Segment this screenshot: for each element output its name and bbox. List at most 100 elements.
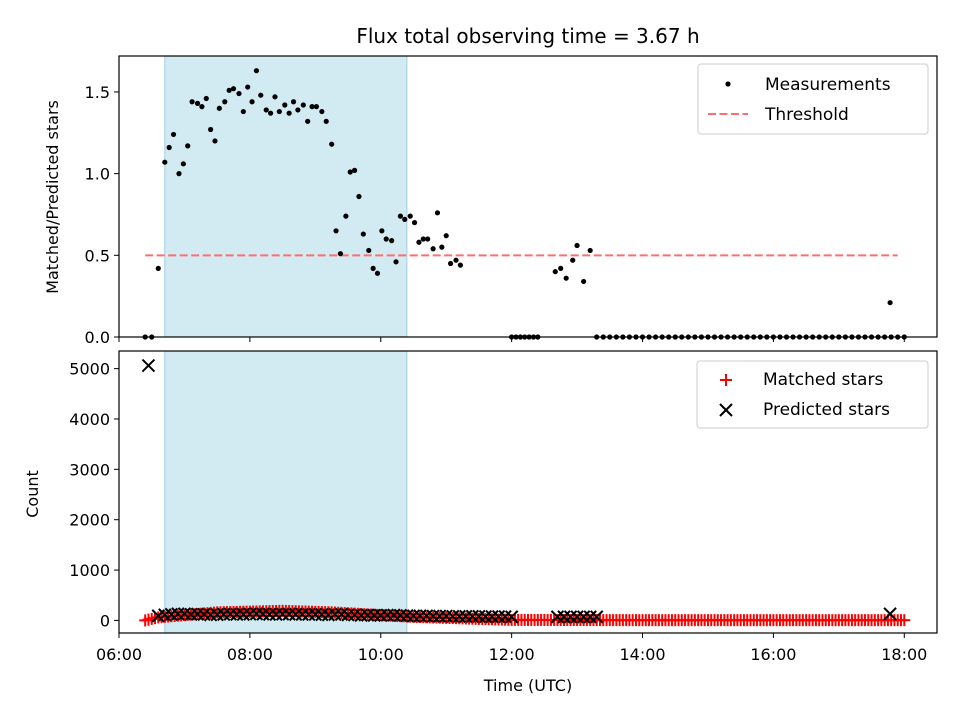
legend-matched-label: Matched stars [763, 370, 883, 390]
measurement-point [587, 247, 593, 254]
measurement-point [563, 275, 569, 281]
observing-span-top-rect [164, 55, 408, 338]
measurement-point [313, 104, 320, 110]
x-tick-label: 06:00 [96, 645, 142, 664]
top-y-ticks: 0.0 0.5 1.0 1.5 [85, 83, 119, 347]
predicted-star-point [262, 607, 277, 622]
predicted-star-point [491, 609, 506, 624]
measurement-point [258, 92, 264, 98]
measurement-point [212, 138, 218, 144]
predicted-star-point [485, 609, 499, 624]
measurement-point [268, 110, 274, 116]
measurement-point [379, 228, 385, 234]
measurement-point [347, 169, 353, 175]
measurement-point [203, 95, 209, 102]
legend-predicted-label: Predicted stars [763, 400, 890, 420]
predicted-star-point [563, 610, 578, 624]
bottom-y-tick-label: 2000 [69, 511, 110, 530]
predicted-star-point [570, 610, 584, 624]
bottom-y-tick-label: 3000 [69, 460, 110, 479]
measurement-point [329, 141, 335, 147]
measurement-point [407, 213, 413, 219]
measurement-point [245, 84, 251, 90]
measurement-point [393, 259, 399, 265]
measurement-point [333, 228, 339, 234]
measurement-point [581, 278, 587, 285]
top-y-tick-label: 0.0 [85, 328, 110, 347]
observing-span-bottom [164, 350, 408, 634]
measurement-point [397, 213, 403, 219]
predicted-star-point [452, 609, 466, 624]
measurement-point [176, 171, 182, 177]
measurement-point [295, 107, 301, 113]
bottom-y-tick-label: 0 [100, 611, 110, 630]
measurement-point [434, 210, 441, 216]
measurement-point [443, 233, 449, 239]
predicted-star-point [459, 609, 473, 624]
top-axes-frame [118, 55, 938, 338]
measurement-point [425, 236, 431, 242]
predicted-star-point [550, 610, 565, 624]
predicted-star-point [583, 610, 597, 624]
predicted-star-point [557, 610, 571, 624]
bottom-x-ticks: 06:00 08:00 10:00 12:00 14:00 16:00 18:00 [96, 633, 927, 664]
measurement-point [249, 99, 255, 105]
matched-star-point [898, 614, 911, 627]
measurement-point [226, 87, 232, 93]
measurement-point [558, 265, 564, 271]
predicted-star-point [302, 607, 316, 622]
measurement-point [222, 99, 228, 105]
x-tick-label: 16:00 [750, 645, 796, 664]
measurement-point [374, 270, 381, 276]
predicted-star-point [426, 609, 440, 623]
x-tick-label: 08:00 [227, 645, 273, 664]
predicted-star-point [465, 609, 480, 624]
predicted-star-point [478, 609, 493, 624]
bottom-y-tick-label: 4000 [69, 410, 110, 429]
measurement-point [453, 257, 459, 263]
measurement-point [574, 242, 580, 249]
measurement-point [185, 143, 191, 149]
top-legend-box [697, 63, 929, 135]
measurement-point [194, 100, 201, 106]
measurement-point [319, 108, 325, 115]
measurement-point [166, 144, 172, 151]
measurement-point [430, 246, 436, 252]
bottom-y-tick-label: 5000 [69, 360, 110, 379]
measurement-point [300, 102, 306, 108]
predicted-star-point [883, 607, 897, 621]
top-y-axis-label: Matched/Predicted stars [43, 100, 62, 294]
predicted-star-point [288, 607, 303, 622]
top-y-tick-label: 0.5 [85, 246, 110, 265]
predicted-star-point [367, 608, 381, 623]
legend-matched-marker [720, 374, 732, 386]
measurement-point [282, 102, 288, 108]
measurement-point [272, 94, 278, 100]
top-y-tick-label: 1.0 [85, 165, 110, 184]
top-x-ticks [118, 337, 905, 342]
measurement-point [389, 238, 395, 244]
top-panel: 0.0 0.5 1.0 1.5 Matched/Predicted stars Mea… [43, 55, 938, 347]
measurement-point [420, 236, 426, 242]
measurement-point [290, 99, 297, 105]
bottom-legend: Matched stars Predicted stars [696, 360, 929, 429]
bottom-panel: 0 1000 2000 3000 4000 5000 06:00 08:00 10:00 12:… [23, 350, 938, 695]
predicted-star-point [432, 609, 447, 623]
measurement-point [366, 247, 372, 254]
measurement-point [370, 265, 376, 271]
measurement-point [162, 159, 168, 165]
measurement-point [199, 104, 205, 110]
top-y-tick-label: 1.5 [85, 83, 110, 102]
bottom-y-ticks: 0 1000 2000 3000 4000 5000 [69, 360, 119, 630]
measurement-point [360, 231, 366, 237]
measurement-point [189, 99, 195, 105]
legend-measurements-label: Measurements [765, 75, 891, 95]
bottom-y-axis-label: Count [23, 470, 42, 518]
measurements-series [142, 68, 907, 340]
measurement-point [216, 105, 222, 111]
predicted-star-point [406, 609, 421, 623]
predicted-star-point [576, 610, 591, 624]
predicted-star-point [141, 358, 156, 373]
predicted-star-point [341, 608, 355, 622]
